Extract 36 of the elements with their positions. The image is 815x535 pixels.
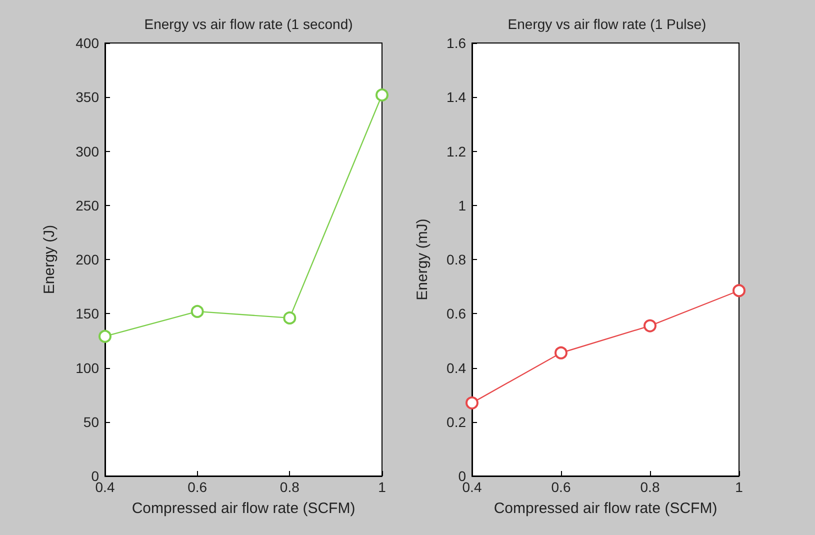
chart-title: Energy vs air flow rate (1 Pulse) — [508, 16, 706, 32]
point — [466, 396, 478, 410]
y-tick-label: 50 — [83, 414, 100, 430]
chart-title: Energy vs air flow rate (1 second) — [144, 16, 353, 32]
y-tick-label: 1.6 — [446, 35, 466, 51]
y-tick-label: 0.4 — [446, 360, 466, 376]
y-tick-label: 1 — [458, 197, 466, 214]
y-tick-label: 0.6 — [446, 306, 466, 322]
point — [554, 346, 568, 360]
y-tick-label: 350 — [76, 89, 100, 106]
y-tick-label: 250 — [76, 197, 100, 214]
y-tick-label: 200 — [76, 252, 100, 268]
x-tick-label: 0.8 — [280, 479, 300, 495]
y-axis-title: Energy (J) — [41, 224, 58, 294]
point — [98, 330, 112, 343]
x-tick-label: 0.8 — [640, 479, 660, 495]
point — [190, 304, 204, 318]
y-tick-label: 100 — [76, 360, 100, 376]
y-tick-label: 0.2 — [446, 414, 466, 430]
point — [732, 284, 746, 298]
y-tick-label: 150 — [76, 306, 100, 322]
y-tick-label: 1.2 — [446, 143, 466, 160]
x-tick-label: 1 — [378, 479, 386, 495]
point — [644, 319, 656, 332]
y-tick-label: 1.4 — [446, 89, 466, 106]
point — [376, 88, 388, 102]
y-tick-label: 400 — [76, 35, 100, 51]
x-tick-label: 1 — [735, 479, 744, 495]
point — [283, 311, 296, 324]
y-axis-title: Energy (mJ) — [414, 218, 431, 300]
y-tick-label: 0.8 — [446, 252, 466, 268]
x-tick-label: 0.6 — [551, 479, 571, 495]
x-axis-title: Compressed air flow rate (SCFM) — [494, 500, 718, 517]
x-tick-label: 0.6 — [188, 479, 208, 495]
y-tick-label: 300 — [76, 143, 100, 160]
x-axis-title: Compressed air flow rate (SCFM) — [132, 500, 356, 517]
